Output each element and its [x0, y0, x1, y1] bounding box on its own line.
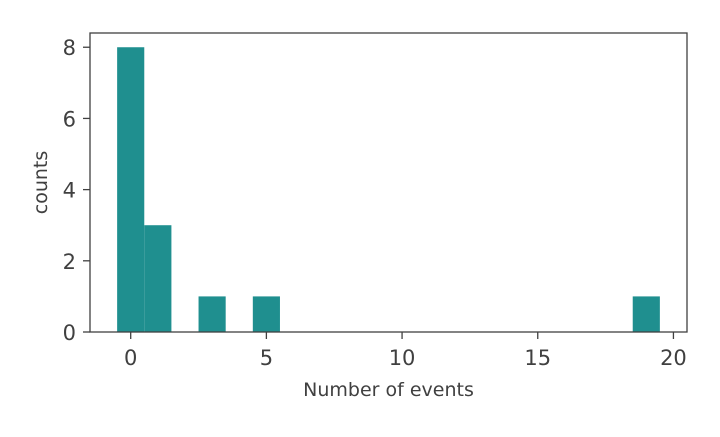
- plot-frame: [89, 32, 688, 333]
- histogram-bar-4: [632, 296, 660, 332]
- x-axis-label: Number of events: [303, 379, 474, 401]
- x-tick-label: 15: [524, 346, 551, 370]
- histogram-bar-2: [198, 296, 226, 332]
- y-tick-label: 6: [63, 107, 76, 131]
- y-axis-ticks: 0 2 4 6 8: [63, 36, 90, 345]
- x-axis-ticks: 0 5 10 15 20: [124, 332, 687, 370]
- y-tick-label: 4: [63, 179, 76, 203]
- bars-layer: [117, 47, 660, 332]
- x-tick-label: 10: [389, 346, 416, 370]
- y-tick-label: 2: [63, 250, 76, 274]
- histogram-bar-3: [252, 296, 280, 332]
- x-tick-label: 5: [260, 346, 273, 370]
- y-axis-label: counts: [30, 151, 52, 215]
- x-tick-label: 0: [124, 346, 137, 370]
- histogram-bar-0: [117, 47, 145, 332]
- histogram-bar-1: [144, 225, 172, 332]
- y-tick-label: 8: [63, 36, 76, 60]
- x-tick-label: 20: [660, 346, 687, 370]
- y-tick-label: 0: [63, 321, 76, 345]
